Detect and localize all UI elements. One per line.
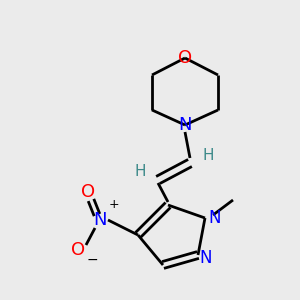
Text: O: O bbox=[71, 241, 85, 259]
Text: H: H bbox=[134, 164, 146, 179]
Text: N: N bbox=[178, 116, 192, 134]
Text: O: O bbox=[81, 183, 95, 201]
Text: +: + bbox=[109, 199, 119, 212]
Text: O: O bbox=[178, 49, 192, 67]
Text: −: − bbox=[86, 253, 98, 267]
Text: N: N bbox=[200, 249, 212, 267]
Text: N: N bbox=[93, 211, 107, 229]
Text: N: N bbox=[209, 209, 221, 227]
Text: H: H bbox=[202, 148, 214, 163]
